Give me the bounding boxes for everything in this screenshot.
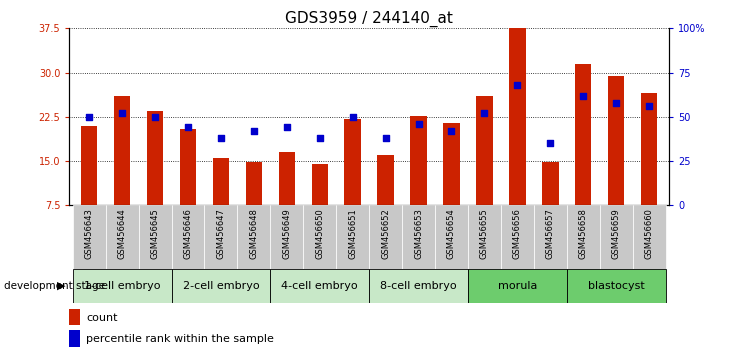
Bar bbox=[336, 205, 369, 269]
Text: GSM456645: GSM456645 bbox=[151, 209, 159, 259]
Bar bbox=[172, 205, 205, 269]
Text: development stage: development stage bbox=[4, 281, 105, 291]
Point bbox=[512, 82, 523, 88]
Point bbox=[83, 114, 95, 120]
Bar bbox=[114, 96, 130, 205]
Bar bbox=[147, 111, 163, 205]
Bar bbox=[139, 205, 172, 269]
Text: ▶: ▶ bbox=[57, 281, 66, 291]
Point bbox=[577, 93, 589, 98]
Point bbox=[182, 125, 194, 130]
Text: GSM456652: GSM456652 bbox=[381, 209, 390, 259]
Point bbox=[610, 100, 622, 105]
Bar bbox=[410, 116, 427, 205]
Text: GSM456649: GSM456649 bbox=[282, 209, 292, 259]
Bar bbox=[73, 269, 172, 303]
Point bbox=[446, 128, 458, 134]
Text: GDS3959 / 244140_at: GDS3959 / 244140_at bbox=[285, 11, 453, 27]
Bar bbox=[443, 123, 460, 205]
Point bbox=[314, 135, 325, 141]
Point bbox=[281, 125, 292, 130]
Point bbox=[479, 110, 491, 116]
Point bbox=[545, 141, 556, 146]
Text: GSM456647: GSM456647 bbox=[216, 209, 225, 259]
Bar bbox=[468, 205, 501, 269]
Text: GSM456655: GSM456655 bbox=[480, 209, 489, 259]
Bar bbox=[303, 205, 336, 269]
Bar bbox=[311, 164, 328, 205]
Bar bbox=[246, 162, 262, 205]
Bar bbox=[641, 93, 657, 205]
Bar bbox=[468, 269, 567, 303]
Bar bbox=[534, 205, 567, 269]
Bar bbox=[205, 205, 238, 269]
Point bbox=[643, 103, 655, 109]
Bar bbox=[509, 28, 526, 205]
Text: GSM456658: GSM456658 bbox=[579, 209, 588, 259]
Text: GSM456646: GSM456646 bbox=[183, 209, 192, 259]
Text: GSM456651: GSM456651 bbox=[348, 209, 357, 259]
Text: 1-cell embryo: 1-cell embryo bbox=[84, 281, 160, 291]
Text: GSM456643: GSM456643 bbox=[85, 209, 94, 259]
Point bbox=[248, 128, 260, 134]
Bar bbox=[172, 269, 270, 303]
Bar bbox=[69, 309, 80, 325]
Bar bbox=[344, 119, 361, 205]
Text: GSM456656: GSM456656 bbox=[513, 209, 522, 259]
Bar bbox=[106, 205, 139, 269]
Bar bbox=[608, 75, 624, 205]
Text: percentile rank within the sample: percentile rank within the sample bbox=[86, 334, 274, 344]
Bar bbox=[567, 205, 599, 269]
Bar bbox=[270, 269, 369, 303]
Bar bbox=[599, 205, 632, 269]
Text: GSM456657: GSM456657 bbox=[546, 209, 555, 259]
Bar bbox=[575, 64, 591, 205]
Point bbox=[116, 110, 128, 116]
Bar bbox=[542, 162, 558, 205]
Bar bbox=[180, 129, 196, 205]
Point bbox=[413, 121, 425, 127]
Text: blastocyst: blastocyst bbox=[588, 281, 645, 291]
Text: GSM456653: GSM456653 bbox=[414, 209, 423, 259]
Text: 8-cell embryo: 8-cell embryo bbox=[380, 281, 457, 291]
Bar bbox=[476, 96, 493, 205]
Bar bbox=[632, 205, 665, 269]
Point bbox=[149, 114, 161, 120]
Point bbox=[215, 135, 227, 141]
Bar bbox=[279, 152, 295, 205]
Text: GSM456660: GSM456660 bbox=[645, 209, 654, 259]
Text: 4-cell embryo: 4-cell embryo bbox=[281, 281, 358, 291]
Bar bbox=[213, 158, 230, 205]
Bar bbox=[69, 330, 80, 347]
Bar bbox=[369, 205, 402, 269]
Bar bbox=[402, 205, 435, 269]
Point bbox=[346, 114, 358, 120]
Bar bbox=[567, 269, 665, 303]
Bar bbox=[501, 205, 534, 269]
Text: morula: morula bbox=[498, 281, 537, 291]
Bar bbox=[369, 269, 468, 303]
Text: GSM456654: GSM456654 bbox=[447, 209, 456, 259]
Bar bbox=[435, 205, 468, 269]
Bar bbox=[81, 126, 97, 205]
Bar bbox=[73, 205, 106, 269]
Text: GSM456650: GSM456650 bbox=[315, 209, 325, 259]
Text: GSM456659: GSM456659 bbox=[612, 209, 621, 259]
Bar bbox=[377, 155, 394, 205]
Text: 2-cell embryo: 2-cell embryo bbox=[183, 281, 260, 291]
Bar bbox=[238, 205, 270, 269]
Text: GSM456644: GSM456644 bbox=[118, 209, 126, 259]
Text: count: count bbox=[86, 313, 118, 323]
Bar bbox=[270, 205, 303, 269]
Point bbox=[380, 135, 392, 141]
Text: GSM456648: GSM456648 bbox=[249, 209, 258, 259]
